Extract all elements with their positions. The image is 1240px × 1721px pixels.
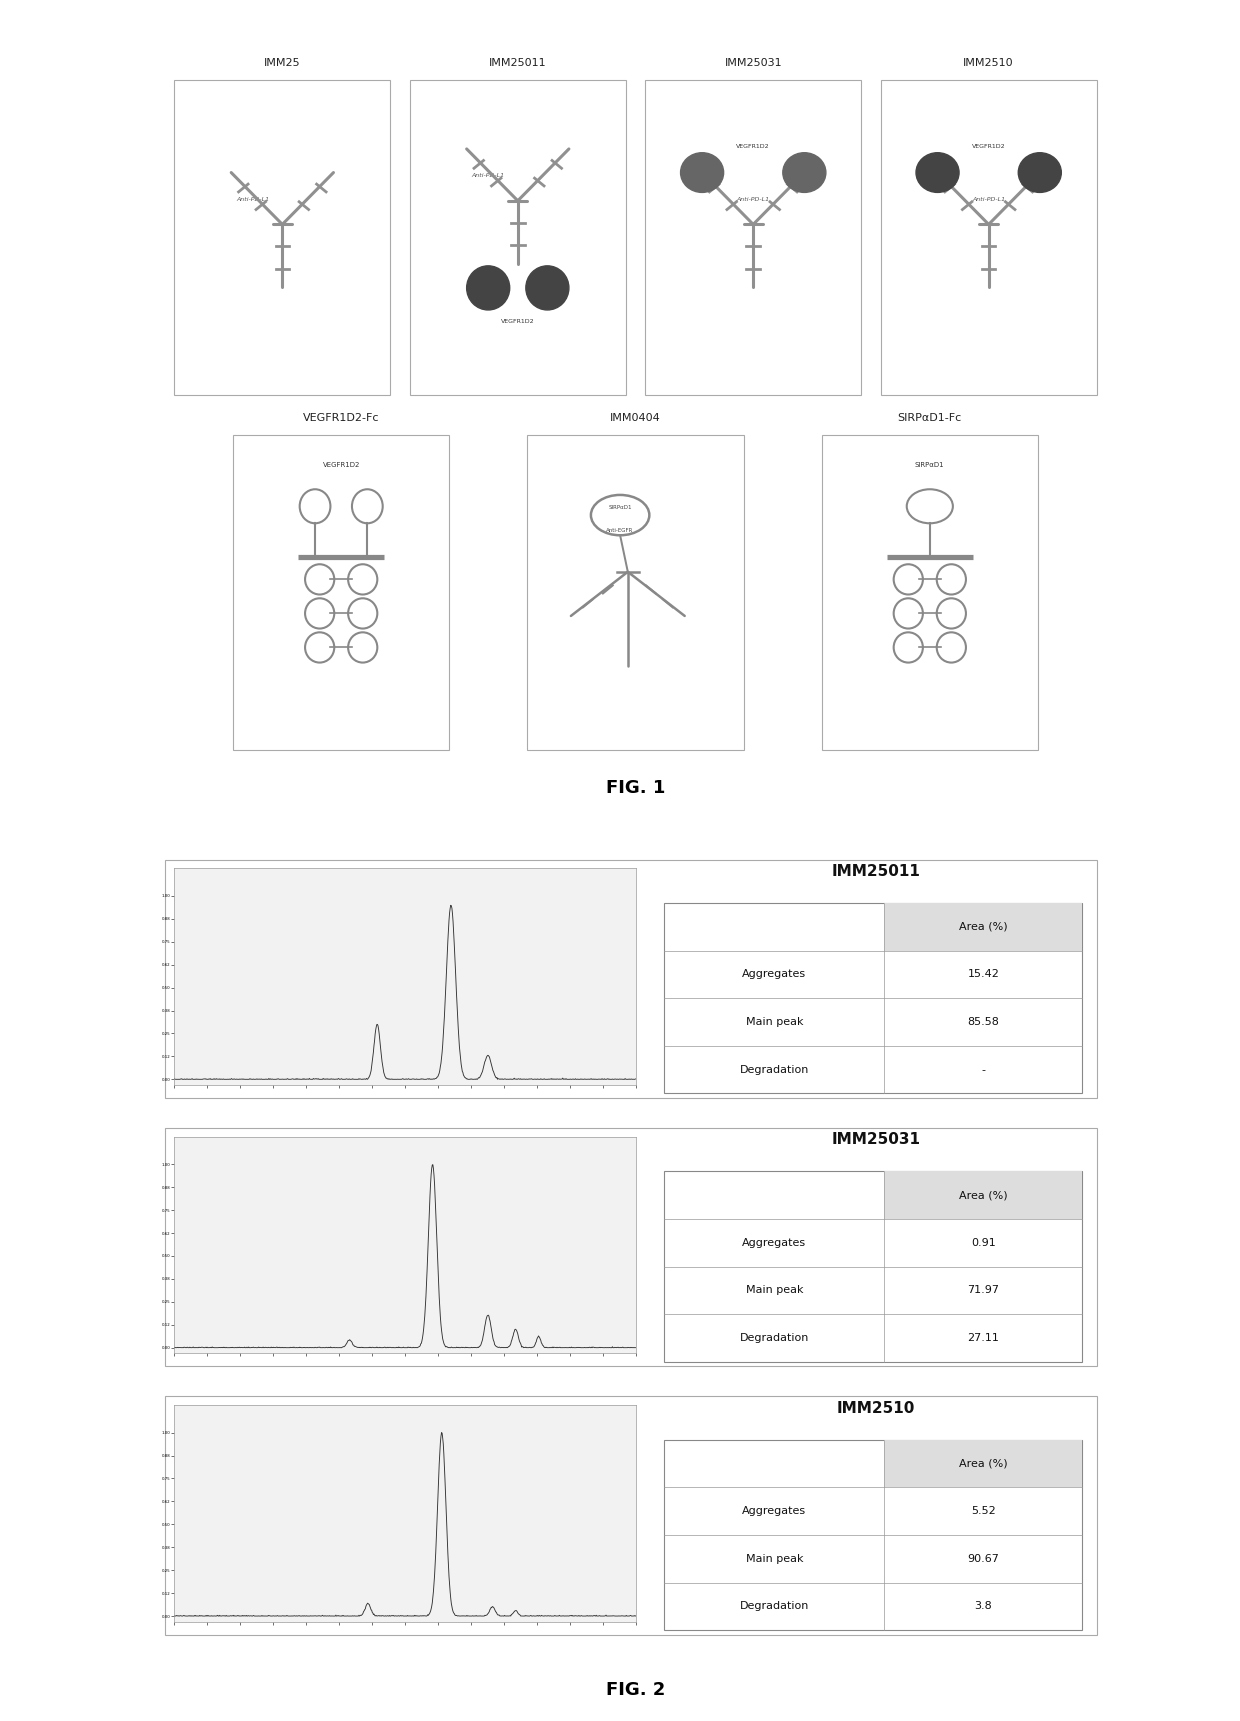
Text: VEGFR1D2: VEGFR1D2 — [501, 318, 534, 324]
Text: FIG. 2: FIG. 2 — [606, 1681, 665, 1699]
Text: Anti-PD-L1: Anti-PD-L1 — [972, 196, 1006, 201]
Text: SIRPαD1: SIRPαD1 — [915, 461, 945, 468]
Text: Main peak: Main peak — [745, 1554, 804, 1564]
Bar — [665, 904, 1083, 1093]
Text: 15.42: 15.42 — [967, 969, 999, 979]
Text: Area (%): Area (%) — [959, 1459, 1008, 1468]
Bar — [884, 1172, 1083, 1218]
Text: Degradation: Degradation — [739, 1602, 808, 1611]
Text: Aggregates: Aggregates — [743, 1237, 806, 1248]
Text: SIRPαD1: SIRPαD1 — [609, 504, 632, 509]
Text: 71.97: 71.97 — [967, 1286, 999, 1296]
Bar — [527, 435, 744, 750]
Text: SIRPαD1-Fc: SIRPαD1-Fc — [898, 413, 962, 423]
Bar — [884, 904, 1083, 950]
Text: VEGFR1D2: VEGFR1D2 — [737, 145, 770, 150]
Text: IMM2510: IMM2510 — [837, 1401, 915, 1416]
Text: VEGFR1D2: VEGFR1D2 — [972, 145, 1006, 150]
Text: FIG. 1: FIG. 1 — [606, 780, 665, 797]
Bar — [409, 81, 626, 396]
Text: IMM25011: IMM25011 — [489, 59, 547, 69]
Text: Area (%): Area (%) — [959, 922, 1008, 931]
Bar — [665, 1440, 1083, 1630]
Text: Degradation: Degradation — [739, 1334, 808, 1342]
Text: IMM25031: IMM25031 — [831, 1132, 920, 1148]
Text: Degradation: Degradation — [739, 1065, 808, 1074]
Bar — [880, 81, 1096, 396]
Text: VEGFR1D2: VEGFR1D2 — [322, 461, 360, 468]
Text: IMM25031: IMM25031 — [724, 59, 782, 69]
Text: IMM25011: IMM25011 — [831, 864, 920, 879]
Text: IMM25: IMM25 — [264, 59, 300, 69]
Text: 5.52: 5.52 — [971, 1506, 996, 1516]
Bar — [233, 435, 449, 750]
Text: Area (%): Area (%) — [959, 1191, 1008, 1200]
Text: IMM0404: IMM0404 — [610, 413, 661, 423]
Ellipse shape — [916, 153, 959, 193]
Text: -: - — [981, 1065, 986, 1074]
Text: IMM2510: IMM2510 — [963, 59, 1014, 69]
Bar — [165, 1127, 1096, 1366]
Text: Anti-EGFR: Anti-EGFR — [606, 528, 634, 534]
Text: Main peak: Main peak — [745, 1286, 804, 1296]
Text: Anti-PD-L1: Anti-PD-L1 — [471, 172, 505, 177]
Bar — [665, 1172, 1083, 1361]
Text: Anti-PD-L1: Anti-PD-L1 — [737, 196, 770, 201]
Text: Anti-PD-L1: Anti-PD-L1 — [236, 196, 269, 201]
Ellipse shape — [1018, 153, 1061, 193]
Text: Aggregates: Aggregates — [743, 1506, 806, 1516]
Text: 27.11: 27.11 — [967, 1334, 999, 1342]
Ellipse shape — [526, 265, 569, 310]
Text: 85.58: 85.58 — [967, 1017, 999, 1027]
Ellipse shape — [782, 153, 826, 193]
Ellipse shape — [681, 153, 724, 193]
Text: Aggregates: Aggregates — [743, 969, 806, 979]
Bar — [822, 435, 1038, 750]
Text: VEGFR1D2-Fc: VEGFR1D2-Fc — [303, 413, 379, 423]
Bar — [174, 81, 391, 396]
Bar — [645, 81, 862, 396]
Bar — [165, 860, 1096, 1098]
Text: Main peak: Main peak — [745, 1017, 804, 1027]
Ellipse shape — [466, 265, 510, 310]
Bar — [165, 1396, 1096, 1635]
Text: 90.67: 90.67 — [967, 1554, 999, 1564]
Bar — [884, 1440, 1083, 1487]
Text: 0.91: 0.91 — [971, 1237, 996, 1248]
Text: 3.8: 3.8 — [975, 1602, 992, 1611]
